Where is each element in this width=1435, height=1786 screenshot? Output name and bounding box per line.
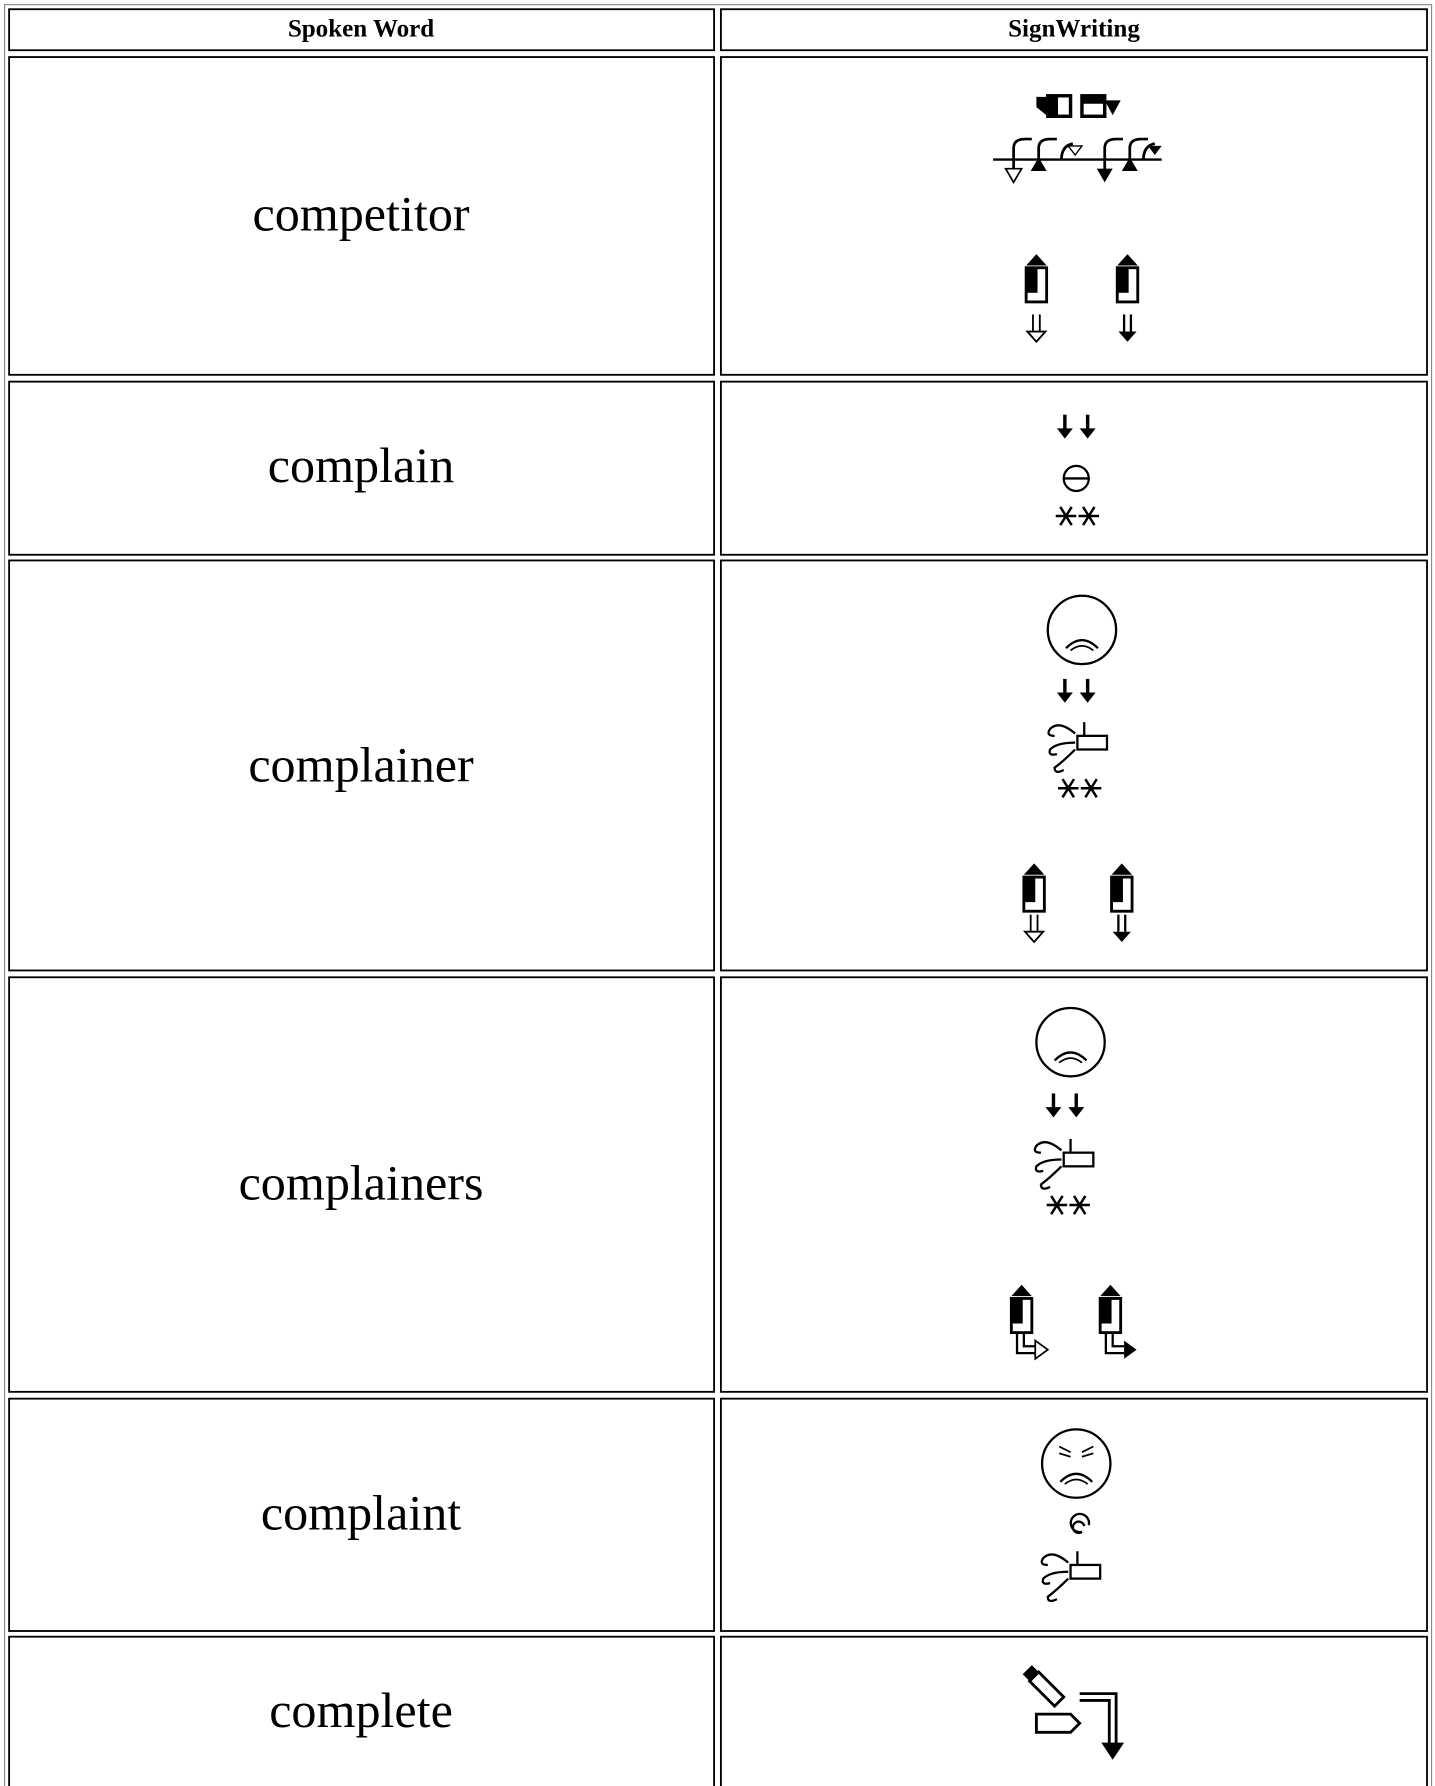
word: complaint — [261, 1485, 461, 1541]
word: complain — [268, 437, 454, 493]
sign-glyph — [1022, 1665, 1125, 1760]
header-cell — [720, 8, 1428, 52]
word-cell — [8, 976, 715, 1393]
header-text: Spoken Word — [288, 16, 434, 43]
sign-glyph — [1009, 1006, 1137, 1361]
word-cell — [8, 1397, 715, 1632]
word-cell — [8, 1635, 715, 1786]
word-cell — [8, 56, 715, 376]
word: competitor — [252, 185, 469, 241]
header-text: SignWriting — [1008, 16, 1140, 43]
word-cell — [8, 559, 715, 972]
word: complainers — [239, 1154, 484, 1210]
word-cell — [8, 380, 715, 556]
word: complainer — [248, 737, 474, 793]
header-cell — [8, 8, 715, 52]
sign-glyph — [1054, 412, 1101, 527]
sign-cell — [720, 56, 1428, 376]
sign-glyph — [1040, 1428, 1112, 1603]
sign-glyph — [993, 94, 1162, 343]
sign-cell — [720, 1635, 1428, 1786]
word: complete — [269, 1682, 453, 1738]
